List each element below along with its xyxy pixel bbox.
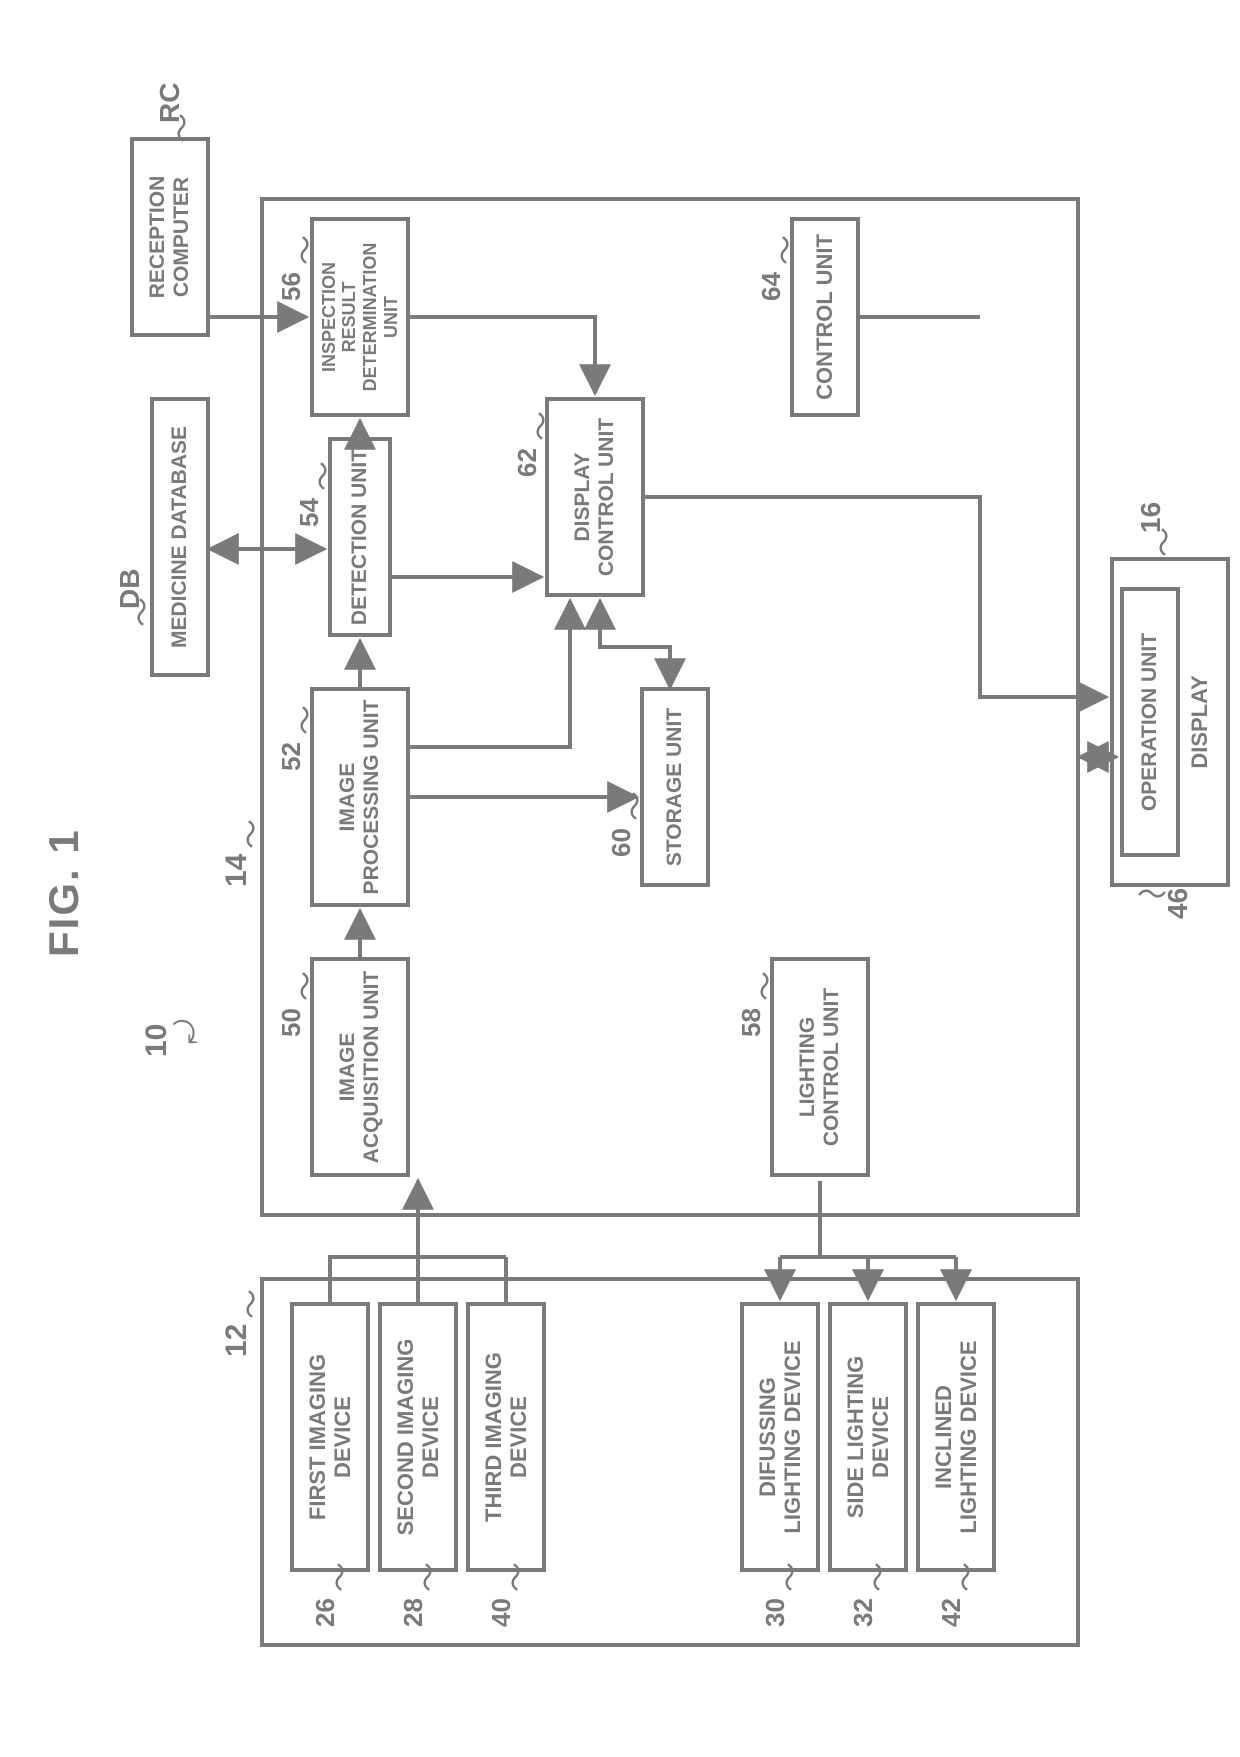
figure-title: FIG. 1 (40, 828, 88, 957)
box-inclined-light: INCLINED LIGHTING DEVICE (916, 1302, 996, 1572)
ref-32: 32 (848, 1598, 879, 1627)
box-second-imaging: SECOND IMAGING DEVICE (378, 1302, 458, 1572)
ref-40: 40 (486, 1598, 517, 1627)
ref-10-tilde: ⤾ (170, 1019, 204, 1044)
box-control-label: CONTROL UNIT (812, 234, 837, 400)
ref-db-tilde: 〜 (118, 597, 162, 627)
ref-rc-tilde: 〜 (158, 113, 202, 143)
ref-26: 26 (310, 1598, 341, 1627)
ref-52: 52 (276, 742, 307, 771)
ref-52-tilde: 〜 (284, 705, 328, 735)
ref-42-tilde: 〜 (942, 1562, 986, 1592)
box-first-imaging-label: FIRST IMAGING DEVICE (305, 1354, 356, 1520)
ref-42: 42 (936, 1598, 967, 1627)
box-medicine-db-label: MEDICINE DATABASE (168, 426, 192, 648)
box-side-light-label: SIDE LIGHTING DEVICE (843, 1356, 894, 1519)
ref-28-tilde: 〜 (404, 1562, 448, 1592)
ref-14: 14 (220, 854, 254, 887)
ref-64-tilde: 〜 (764, 235, 808, 265)
box-display-label: DISPLAY (1187, 675, 1212, 768)
box-lighting-ctrl-label: LIGHTING CONTROL UNIT (796, 988, 844, 1146)
ref-16-tilde: 〜 (1140, 527, 1184, 557)
ref-60: 60 (606, 828, 637, 857)
box-inclined-light-label: INCLINED LIGHTING DEVICE (931, 1340, 982, 1533)
box-detection-label: DETECTION UNIT (348, 449, 372, 625)
ref-58: 58 (736, 1008, 767, 1037)
box-third-imaging-label: THIRD IMAGING DEVICE (481, 1352, 532, 1522)
ref-50: 50 (276, 1008, 307, 1037)
ref-10: 10 (140, 1024, 174, 1057)
ref-62-tilde: 〜 (520, 411, 564, 441)
box-storage-label: STORAGE UNIT (663, 708, 687, 866)
box-second-imaging-label: SECOND IMAGING DEVICE (393, 1339, 444, 1536)
box-inspection-label: INSPECTION RESULT DETERMINATION UNIT (319, 227, 402, 407)
ref-58-tilde: 〜 (744, 971, 788, 1001)
ref-30-tilde: 〜 (766, 1562, 810, 1592)
box-reception-label: RECEPTION COMPUTER (146, 176, 194, 299)
ref-54-tilde: 〜 (302, 461, 346, 491)
ref-46-tilde: 〜 (1137, 870, 1167, 914)
ref-28: 28 (398, 1598, 429, 1627)
box-side-light: SIDE LIGHTING DEVICE (828, 1302, 908, 1572)
ref-12-tilde: 〜 (230, 1289, 274, 1319)
box-diffusing-light-label: DIFUSSING LIGHTING DEVICE (755, 1340, 806, 1533)
box-diffusing-light: DIFUSSING LIGHTING DEVICE (740, 1302, 820, 1572)
ref-40-tilde: 〜 (492, 1562, 536, 1592)
box-operation-label: OPERATION UNIT (1138, 633, 1162, 811)
ref-50-tilde: 〜 (284, 971, 328, 1001)
box-storage: STORAGE UNIT (640, 687, 710, 887)
box-image-proc-label: IMAGE PROCESSING UNIT (336, 700, 384, 895)
ref-62: 62 (512, 448, 543, 477)
ref-60-tilde: 〜 (614, 791, 658, 821)
box-reception: RECEPTION COMPUTER (130, 137, 210, 337)
ref-54: 54 (294, 498, 325, 527)
ref-14-tilde: 〜 (230, 819, 274, 849)
ref-12: 12 (220, 1324, 254, 1357)
box-image-acq-label: IMAGE ACQUISITION UNIT (336, 971, 384, 1164)
box-third-imaging: THIRD IMAGING DEVICE (466, 1302, 546, 1572)
box-medicine-db: MEDICINE DATABASE (150, 397, 210, 677)
ref-56: 56 (276, 272, 307, 301)
box-operation: OPERATION UNIT (1120, 587, 1180, 857)
ref-32-tilde: 〜 (854, 1562, 898, 1592)
ref-64: 64 (756, 272, 787, 301)
ref-56-tilde: 〜 (284, 235, 328, 265)
box-first-imaging: FIRST IMAGING DEVICE (290, 1302, 370, 1572)
ref-26-tilde: 〜 (316, 1562, 360, 1592)
box-display-ctrl-label: DISPLAY CONTROL UNIT (571, 418, 619, 576)
ref-30: 30 (760, 1598, 791, 1627)
